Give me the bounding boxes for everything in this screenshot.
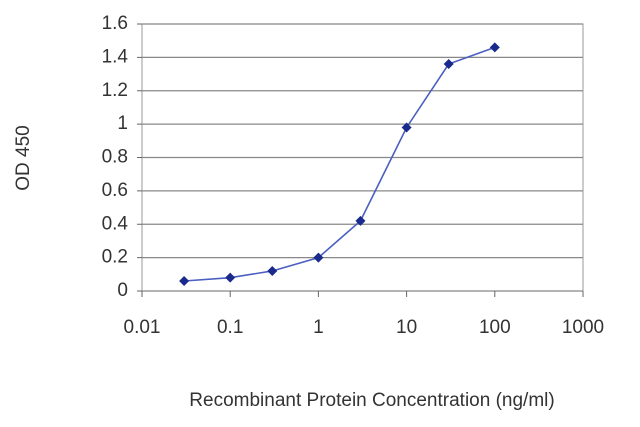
- y-tick-label: 0: [117, 280, 128, 301]
- x-axis-label: Recombinant Protein Concentration (ng/ml…: [189, 390, 554, 411]
- data-point: [179, 275, 190, 286]
- x-tick-label: 0.01: [124, 317, 161, 338]
- y-tick-label: 1: [117, 113, 128, 134]
- y-tick-label: 0.6: [102, 180, 128, 201]
- y-tick-label: 1.6: [102, 13, 128, 34]
- data-point: [225, 272, 236, 283]
- y-tick-label: 0.4: [102, 213, 129, 234]
- data-point: [355, 215, 366, 226]
- y-tick-label: 1.2: [102, 80, 128, 101]
- x-tick-label: 1000: [562, 317, 604, 338]
- y-tick-label: 0.2: [102, 247, 128, 268]
- data-line: [184, 46, 496, 282]
- x-tick-label: 0.1: [217, 317, 243, 338]
- x-tick-label: 1: [313, 317, 324, 338]
- data-point: [443, 59, 454, 70]
- data-point: [489, 42, 500, 53]
- x-tick-label: 100: [479, 317, 511, 338]
- y-tick-label: 0.8: [102, 147, 128, 168]
- data-point: [401, 122, 412, 133]
- data-point: [267, 265, 278, 276]
- y-axis-label: OD 450: [13, 125, 34, 190]
- data-point: [313, 252, 324, 263]
- y-tick-label: 1.4: [102, 46, 129, 67]
- x-tick-label: 10: [396, 317, 417, 338]
